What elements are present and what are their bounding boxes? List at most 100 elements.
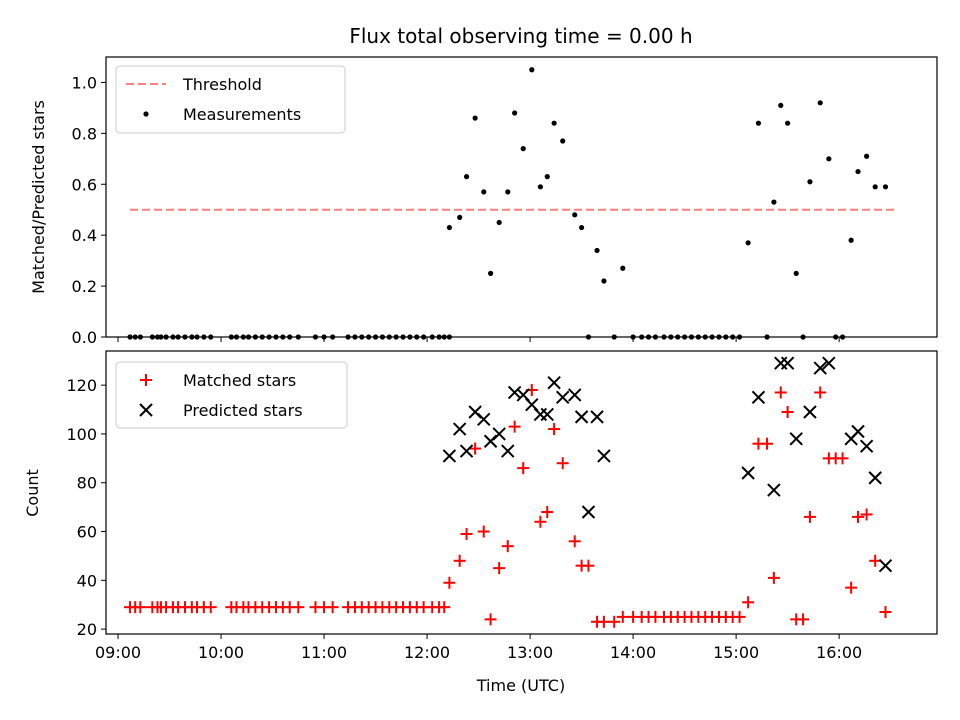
predicted-star-point	[492, 427, 506, 441]
x-tick-label: 16:00	[816, 643, 862, 662]
predicted-star-point	[803, 405, 817, 419]
measurement-point	[601, 278, 607, 284]
x-axis-label: Time (UTC)	[476, 676, 565, 695]
predicted-star-point	[751, 390, 766, 405]
matched-star-point	[453, 554, 466, 567]
measurement-point	[572, 212, 578, 218]
predicted-star-point	[477, 412, 491, 427]
matched-star-point	[781, 405, 794, 418]
predicted-star-point	[789, 432, 803, 446]
legend-predicted-swatch	[139, 403, 153, 417]
matched-star-point	[548, 423, 561, 436]
measurement-point	[594, 247, 600, 254]
legend-matched-label: Matched stars	[183, 371, 296, 390]
matched-star-point	[556, 457, 569, 470]
legend-matched-swatch	[140, 374, 152, 386]
top-tick-layer: 0.0 0.2 0.4 0.6 0.8 1.0	[72, 73, 840, 347]
matched-star-point	[443, 576, 456, 589]
matched-star-point	[469, 442, 482, 455]
bottom-axes-frame	[105, 350, 938, 635]
matched-star-point	[477, 525, 490, 538]
measurement-point	[463, 174, 470, 180]
predicted-star-point	[452, 422, 467, 436]
predicted-star-point	[822, 356, 836, 370]
legend-threshold-label: Threshold	[182, 75, 262, 94]
matched-star-point	[845, 581, 858, 594]
predicted-star-point	[597, 449, 611, 463]
matched-star-point	[134, 601, 147, 614]
matched-star-point	[733, 610, 746, 623]
predicted-star-point	[851, 424, 865, 439]
bottom-y-tick-label: 100	[66, 425, 97, 444]
measurement-point	[496, 219, 502, 226]
matched-star-point	[582, 559, 595, 572]
matched-star-point	[797, 613, 810, 626]
predicted-star-point	[501, 444, 515, 458]
x-tick-label: 14:00	[610, 643, 656, 662]
matched-star-point	[869, 554, 882, 567]
matched-star-point	[879, 606, 892, 619]
predicted-star-point	[574, 410, 589, 424]
matched-star-point	[326, 601, 339, 614]
top-y-tick-label: 0.8	[72, 124, 97, 143]
measurement-point	[848, 237, 854, 243]
matched-star-point	[484, 613, 497, 626]
measurement-point	[560, 138, 566, 144]
measurement-point	[771, 199, 777, 205]
matched-star-point	[501, 540, 514, 553]
bottom-y-axis-label: Count	[23, 469, 42, 517]
predicted-star-point	[590, 410, 604, 424]
predicted-star-point	[555, 390, 570, 405]
predicted-star-point	[581, 505, 596, 519]
bottom-data-layer	[124, 356, 893, 628]
predicted-star-point	[442, 449, 457, 463]
measurement-point	[481, 189, 487, 195]
measurement-point	[551, 120, 557, 126]
matched-star-point	[438, 601, 451, 614]
predicted-star-point	[540, 407, 554, 422]
matched-star-point	[742, 596, 755, 609]
matched-star-point	[597, 615, 610, 628]
measurement-point	[520, 146, 526, 152]
predicted-star-point	[507, 385, 522, 400]
predicted-star-point	[568, 388, 582, 402]
measurement-point	[544, 174, 550, 180]
predicted-star-point	[859, 439, 874, 453]
measurement-point	[578, 224, 585, 231]
top-y-tick-label: 0.2	[72, 277, 97, 296]
measurement-point	[472, 115, 478, 121]
matched-star-point	[774, 386, 787, 399]
top-axes-frame	[105, 56, 938, 338]
measurement-point	[855, 168, 861, 175]
measurement-point	[620, 265, 626, 271]
matched-star-point	[608, 615, 621, 628]
x-tick-label: 12:00	[404, 643, 450, 662]
matched-star-point	[568, 535, 581, 548]
predicted-star-point	[878, 558, 893, 573]
predicted-star-point	[459, 444, 474, 458]
measurement-point	[512, 110, 518, 116]
bottom-plot-panel: 20 40 60 80 100 120 09:00 10:00 11:00 12:00 13:00 1…	[23, 350, 938, 695]
bottom-legend-box	[115, 361, 348, 429]
measurement-point	[785, 120, 791, 126]
measurement-point	[882, 184, 889, 190]
legend-measurements-swatch	[143, 111, 149, 117]
bottom-y-tick-label: 40	[77, 571, 97, 590]
matched-star-point	[534, 515, 547, 528]
top-y-tick-label: 0.0	[72, 328, 97, 347]
matched-star-point	[860, 508, 873, 521]
predicted-star-point	[741, 466, 755, 480]
measurement-point	[457, 214, 463, 220]
measurement-point	[872, 184, 878, 190]
measurement-point	[807, 179, 813, 185]
x-tick-label: 09:00	[95, 643, 141, 662]
measurement-point	[826, 156, 832, 162]
measurement-point	[745, 240, 751, 246]
top-y-tick-label: 1.0	[72, 73, 97, 92]
bottom-y-tick-label: 120	[66, 376, 97, 395]
legend-predicted-label: Predicted stars	[183, 401, 303, 420]
matched-star-point	[204, 601, 217, 614]
matched-star-point	[541, 506, 554, 519]
x-tick-label: 10:00	[198, 643, 244, 662]
